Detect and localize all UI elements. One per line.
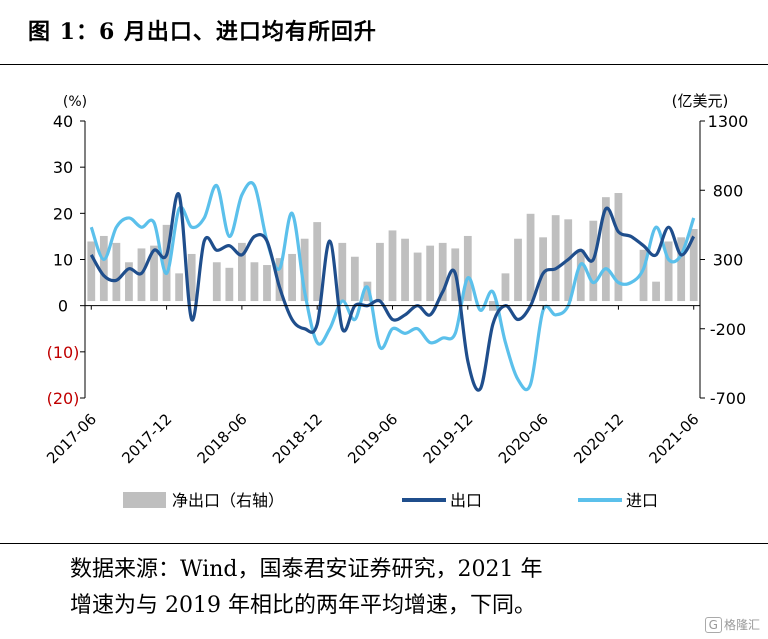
net-export-bar [539, 237, 548, 302]
net-export-bar [87, 241, 96, 302]
title-divider [0, 64, 768, 65]
net-export-bar [363, 281, 372, 302]
right-tick-label: -200 [710, 320, 746, 339]
left-axis-unit: (%) [63, 94, 87, 110]
left-tick-label: (10) [47, 343, 80, 362]
net-export-bar [300, 238, 309, 302]
footer-divider [0, 543, 768, 544]
net-export-bar [501, 273, 510, 302]
net-export-bar [175, 273, 184, 302]
net-export-bar [526, 213, 535, 302]
source-note-line1: 数据来源：Wind，国泰君安证券研究，2021 年 [70, 557, 543, 582]
source-note: 数据来源：Wind，国泰君安证券研究，2021 年 增速为与 2019 年相比的… [70, 552, 750, 624]
line-series [89, 181, 696, 392]
net-export-bar [551, 215, 560, 302]
net-export-bar [212, 262, 221, 302]
net-export-bar [576, 249, 585, 302]
g-logo-icon: G [704, 617, 722, 633]
x-tick-label: 2017-12 [118, 410, 175, 467]
right-tick-label: -700 [710, 389, 746, 408]
left-tick-label: (20) [47, 389, 80, 408]
right-tick-label: 300 [713, 251, 744, 270]
net-export-bar [288, 253, 296, 302]
legend-label-export: 出口 [450, 491, 482, 510]
net-export-bar [162, 224, 171, 302]
net-export-bar [514, 238, 522, 302]
net-export-bar [401, 238, 409, 302]
chart-area: 40 30 20 10 0 (10) (20) (%) 1300 800 300 -200 -700 (亿… [43, 92, 749, 510]
x-tick-label: 2020-12 [570, 410, 627, 467]
net-export-bar [225, 267, 234, 302]
net-export-bar [250, 262, 259, 302]
watermark: G 格隆汇 [704, 616, 760, 633]
legend: 净出口（右轴） 出口 进口 [123, 491, 658, 510]
net-export-bar [125, 262, 133, 302]
figure-title: 图 1：6 月出口、进口均有所回升 [28, 19, 377, 45]
net-export-bar [677, 237, 686, 302]
net-export-bar [614, 193, 623, 302]
source-note-line2: 增速为与 2019 年相比的两年平均增速，下同。 [70, 593, 536, 618]
right-tick-label: 800 [713, 181, 744, 200]
net-export-bar [263, 265, 271, 302]
right-tick-label: 1300 [708, 112, 749, 131]
net-export-bar [187, 253, 196, 302]
watermark-text: 格隆汇 [723, 618, 760, 632]
legend-label-net-export: 净出口（右轴） [172, 491, 284, 510]
net-export-bar [237, 242, 246, 302]
x-tick-label: 2020-06 [495, 410, 552, 467]
left-tick-label: 40 [53, 112, 73, 131]
net-export-bar [313, 222, 322, 302]
net-export-bar [112, 242, 121, 302]
net-export-bar [664, 241, 673, 302]
net-export-bar [376, 242, 384, 302]
net-export-bar [275, 258, 284, 302]
x-tick-label: 2018-12 [269, 410, 326, 467]
net-export-bar [150, 245, 158, 302]
net-export-bar [413, 252, 422, 302]
left-tick-label: 20 [53, 204, 73, 223]
x-tick-label: 2019-06 [344, 410, 401, 467]
x-tick-label: 2017-06 [43, 410, 100, 467]
legend-label-import: 进口 [626, 491, 658, 510]
export-line [89, 192, 696, 392]
net-export-bar [689, 229, 698, 302]
left-tick-label: 10 [53, 251, 73, 270]
net-export-bar [652, 281, 660, 302]
net-export-bar [350, 256, 359, 302]
left-tick-label: 30 [53, 158, 73, 177]
net-export-bar [338, 242, 347, 302]
x-tick-label: 2019-12 [420, 410, 477, 467]
net-export-bar [438, 242, 447, 302]
net-export-bar [601, 197, 610, 302]
net-export-bar [388, 230, 397, 302]
import-line [89, 181, 696, 392]
net-export-bar [426, 245, 435, 302]
right-axis-unit: (亿美元) [672, 92, 729, 110]
legend-swatch-net-export [123, 492, 166, 508]
net-export-bar [639, 249, 648, 302]
net-export-bar [99, 235, 108, 302]
x-tick-label: 2021-06 [645, 410, 702, 467]
x-tick-label: 2018-06 [194, 410, 251, 467]
left-tick-label: 0 [58, 297, 68, 316]
net-export-bar [463, 235, 472, 302]
